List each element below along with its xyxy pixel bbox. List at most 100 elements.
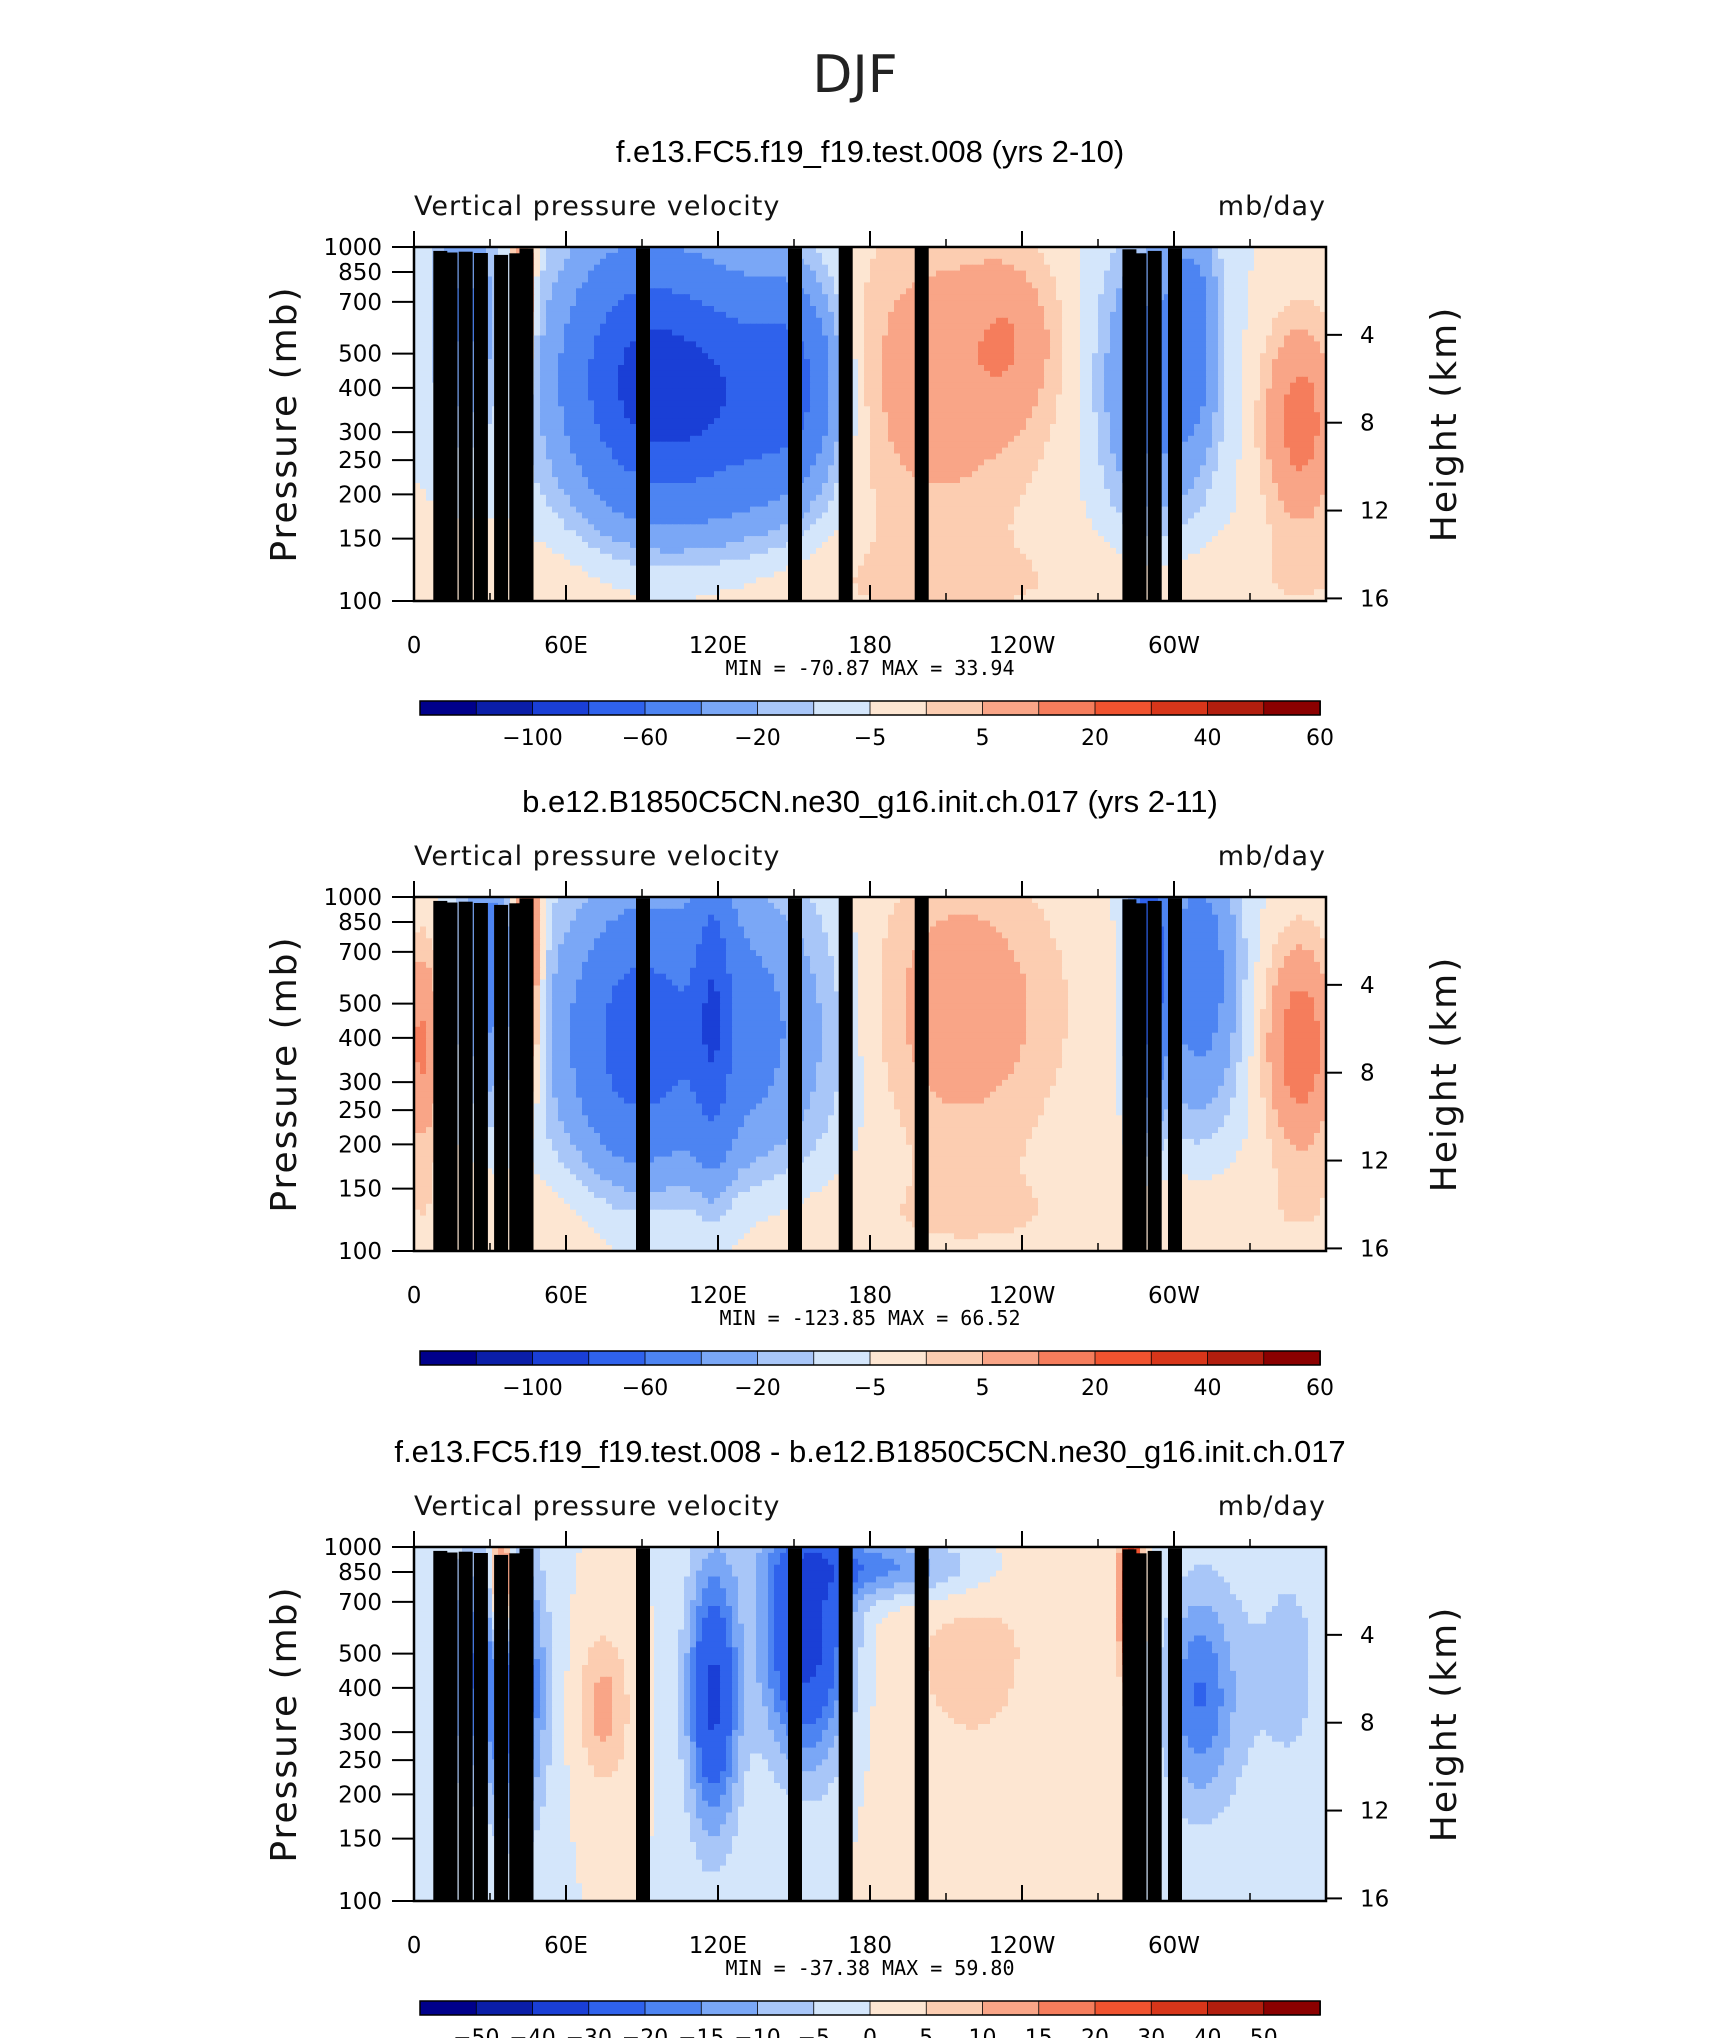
contour-cell <box>702 258 709 266</box>
contour-cell <box>1026 329 1033 337</box>
contour-cell <box>1038 353 1045 360</box>
contour-cell <box>732 365 739 372</box>
contour-cell <box>588 376 595 384</box>
contour-cell <box>852 323 859 331</box>
contour-cell <box>960 412 967 419</box>
contour-cell <box>1014 418 1021 425</box>
contour-cell <box>624 376 631 384</box>
contour-cell <box>588 341 595 348</box>
contour-cell <box>876 424 883 431</box>
contour-cell <box>1020 388 1027 396</box>
contour-cell <box>1116 400 1123 407</box>
contour-cell <box>1230 276 1237 283</box>
contour-cell <box>1236 288 1243 295</box>
contour-cell <box>1068 270 1075 278</box>
contour-cell <box>1206 294 1213 301</box>
contour-cell <box>1272 376 1279 384</box>
contour-cell <box>1062 282 1069 289</box>
contour-cell <box>858 388 865 396</box>
contour-cell <box>1302 370 1309 378</box>
contour-cell <box>900 306 907 313</box>
contour-cell <box>984 353 991 360</box>
contour-cell <box>1032 424 1039 431</box>
contour-cell <box>1308 429 1315 437</box>
contour-cell <box>582 394 589 401</box>
contour-cell <box>630 294 637 301</box>
contour-cell <box>702 252 709 260</box>
contour-cell <box>900 370 907 378</box>
contour-cell <box>1062 353 1069 360</box>
contour-cell <box>630 276 637 283</box>
contour-cell <box>564 247 571 254</box>
contour-cell <box>894 394 901 401</box>
contour-cell <box>594 311 601 319</box>
contour-cell <box>960 394 967 401</box>
contour-cell <box>732 418 739 425</box>
contour-cell <box>660 370 667 378</box>
contour-cell <box>1032 270 1039 278</box>
contour-cell <box>738 323 745 331</box>
contour-cell <box>948 288 955 295</box>
contour-cell <box>1260 335 1267 342</box>
contour-cell <box>1212 376 1219 384</box>
contour-cell <box>414 406 421 413</box>
contour-cell <box>708 376 715 384</box>
contour-cell <box>906 394 913 401</box>
contour-cell <box>582 382 589 390</box>
contour-cell <box>420 323 427 331</box>
contour-cell <box>990 353 997 360</box>
contour-cell <box>714 323 721 331</box>
contour-cell <box>1032 341 1039 348</box>
contour-cell <box>948 400 955 407</box>
contour-cell <box>726 359 733 366</box>
contour-cell <box>930 294 937 301</box>
contour-cell <box>768 359 775 366</box>
contour-cell <box>858 282 865 289</box>
contour-cell <box>930 412 937 419</box>
contour-cell <box>1020 317 1027 325</box>
contour-cell <box>876 276 883 283</box>
contour-cell <box>942 247 949 254</box>
contour-cell <box>1302 365 1309 372</box>
contour-cell <box>1014 400 1021 407</box>
contour-cell <box>612 394 619 401</box>
contour-cell <box>1056 323 1063 331</box>
contour-cell <box>1086 258 1093 266</box>
contour-cell <box>1002 376 1009 384</box>
contour-cell <box>1200 288 1207 295</box>
contour-cell <box>606 288 613 295</box>
contour-cell <box>732 282 739 289</box>
contour-cell <box>558 376 565 384</box>
contour-cell <box>1068 353 1075 360</box>
contour-cell <box>666 353 673 360</box>
contour-cell <box>1026 317 1033 325</box>
contour-cell <box>1254 376 1261 384</box>
contour-cell <box>966 376 973 384</box>
contour-cell <box>1068 329 1075 337</box>
contour-cell <box>750 306 757 313</box>
contour-cell <box>1044 365 1051 372</box>
contour-cell <box>1074 429 1081 437</box>
contour-cell <box>606 424 613 431</box>
contour-cell <box>534 424 541 431</box>
contour-cell <box>978 335 985 342</box>
contour-cell <box>1164 276 1171 283</box>
contour-cell <box>414 435 421 443</box>
contour-cell <box>594 376 601 384</box>
contour-cell <box>1050 258 1057 266</box>
contour-cell <box>750 335 757 342</box>
contour-cell <box>1260 394 1267 401</box>
contour-cell <box>1002 311 1009 319</box>
contour-cell <box>1020 270 1027 278</box>
contour-cell <box>1200 412 1207 419</box>
contour-cell <box>762 418 769 425</box>
contour-cell <box>654 400 661 407</box>
contour-cell <box>612 317 619 325</box>
contour-cell <box>540 435 547 443</box>
contour-cell <box>876 247 883 254</box>
contour-cell <box>888 341 895 348</box>
contour-cell <box>1002 353 1009 360</box>
contour-cell <box>762 382 769 390</box>
contour-cell <box>774 258 781 266</box>
